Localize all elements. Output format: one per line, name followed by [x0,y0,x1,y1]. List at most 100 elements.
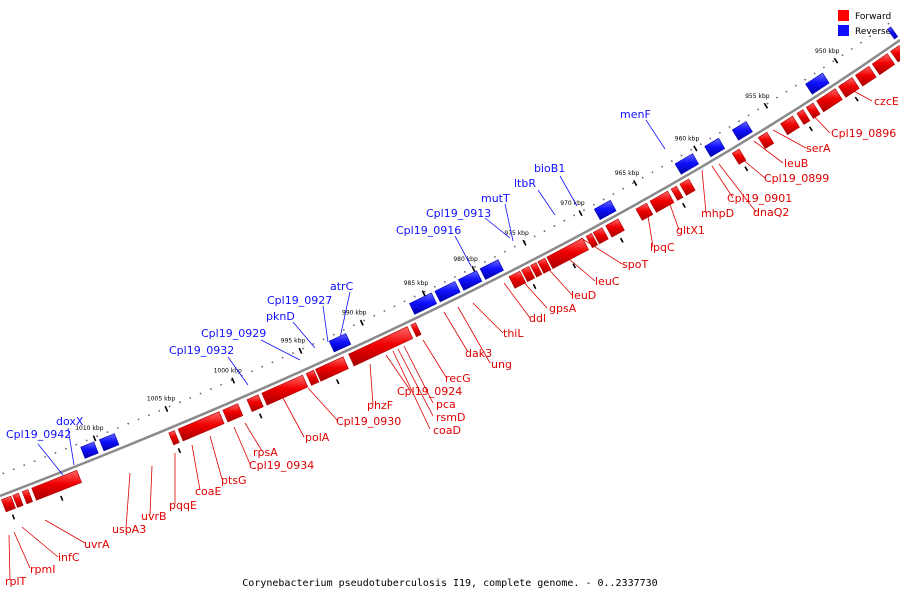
genome-caption: Corynebacterium pseudotuberculosis I19, … [242,578,658,589]
forward-gene-block [530,262,543,278]
tick-dot [719,131,721,134]
tick-dot [776,96,778,99]
forward-gene-block [585,232,599,249]
tick-dot [373,314,376,317]
tick-dot [651,171,654,174]
leader-Cpl19_0901 [711,165,734,199]
gene-label-pknD: pknD [266,310,295,323]
forward-gene-block [31,469,82,501]
forward-gene-block [757,131,775,150]
tick-row: 950 kbp 955 kbp 960 kbp 965 kbp 970 kbp 975 k… [2,22,890,475]
leader-Cpl19_0932 [227,356,249,386]
forward-gene-block [168,430,180,446]
leader-Cpl19_0913 [484,217,511,239]
forward-gene-block [537,257,552,274]
forward-gene-block [521,265,536,283]
forward-gene-block [649,190,675,213]
tick-dot [179,401,181,404]
legend-reverse-label: Reverse [855,27,892,37]
gene-label-Cpl19_0930: Cpl19_0930 [336,415,401,428]
forward-gene-block [805,102,821,119]
gene-label-rpsA: rpsA [253,446,278,459]
tick-dot [75,443,78,446]
tick-dot [612,193,615,195]
gene-label-ung: ung [491,358,512,371]
tick-dot [690,148,693,151]
forward-gene-block [679,178,696,196]
gene-label-coaE: coaE [195,485,222,498]
gene-label-serA: serA [806,142,831,155]
leader-Cpl19_0942 [37,443,64,476]
reverse-gene-block [99,433,120,452]
tick-dot [464,271,466,273]
forward-gene-block [780,115,800,136]
tick-dot [493,255,496,258]
tick-dot [887,22,890,25]
tick-dot [413,295,416,298]
forward-gene-block [605,218,625,238]
gene-label-Cpl19_0942: Cpl19_0942 [6,428,71,441]
gene-label-leuD: leuD [571,289,596,302]
forward-gene-block [890,45,900,63]
tick-dot [209,388,212,390]
leader-rplT [8,534,11,581]
feature-shadow-mark [682,202,686,208]
tick-dot [342,329,345,331]
tick-label: 970 kbp [560,200,585,207]
gene-label-Cpl19_0934: Cpl19_0934 [249,459,314,472]
gene-label-doxX: doxX [56,415,84,428]
tick-dot [622,187,625,190]
leader-Cpl19_0916 [454,235,472,267]
forward-gene-block [816,88,843,113]
tick-mark [763,102,769,109]
tick-dot [785,90,788,93]
leader-menF [645,119,666,150]
tick-mark [421,290,426,297]
gene-label-uspA3: uspA3 [112,523,146,536]
tick-mark [359,319,364,326]
reverse-gene-block [704,137,726,158]
reverse-gene-block [731,121,753,141]
tick-dot [474,266,476,268]
gene-label-pca: pca [436,398,456,411]
tick-dot [44,456,46,458]
tick-dot [573,214,576,217]
tick-label: 1000 kbp [214,367,242,374]
gene-label-rsmD: rsmD [436,411,465,424]
gene-label-Cpl19_0916: Cpl19_0916 [396,224,461,237]
leader-Cpl19_0929 [260,339,301,361]
tick-dot [583,209,585,212]
gene-label-spoT: spoT [622,258,648,271]
tick-mark [833,57,839,64]
leader-coaE [191,444,201,491]
tick-dot [850,47,853,50]
tick-dot [312,343,315,345]
gene-label-polA: polA [305,431,330,444]
tick-mark [164,405,169,413]
leader-ddl [503,282,531,319]
feature-shadow-mark [744,166,749,172]
forward-gene-block [546,237,590,270]
gene-label-coaD: coaD [433,424,461,437]
feature-shadow-mark [572,263,577,269]
tick-mark [298,347,303,354]
leader-dak3 [443,311,469,353]
reverse-gene-block [593,199,617,221]
leader-uspA3 [125,472,131,529]
tick-label: 1010 kbp [75,425,103,432]
legend-forward-label: Forward [855,12,891,22]
leader-recG [422,339,447,378]
gene-label-rplT: rplT [5,575,27,588]
tick-dot [158,409,161,412]
tick-dot [483,260,486,263]
gene-label-Cpl19_0901: Cpl19_0901 [727,192,792,205]
tick-dot [199,392,202,395]
reverse-gene-block [887,26,899,40]
tick-dot [661,165,664,168]
forward-gene-block [1,495,16,513]
reverse-gene-block [674,153,700,175]
tick-dot [403,300,406,303]
gene-label-ddl: ddl [529,312,546,325]
tick-dot [54,452,57,454]
